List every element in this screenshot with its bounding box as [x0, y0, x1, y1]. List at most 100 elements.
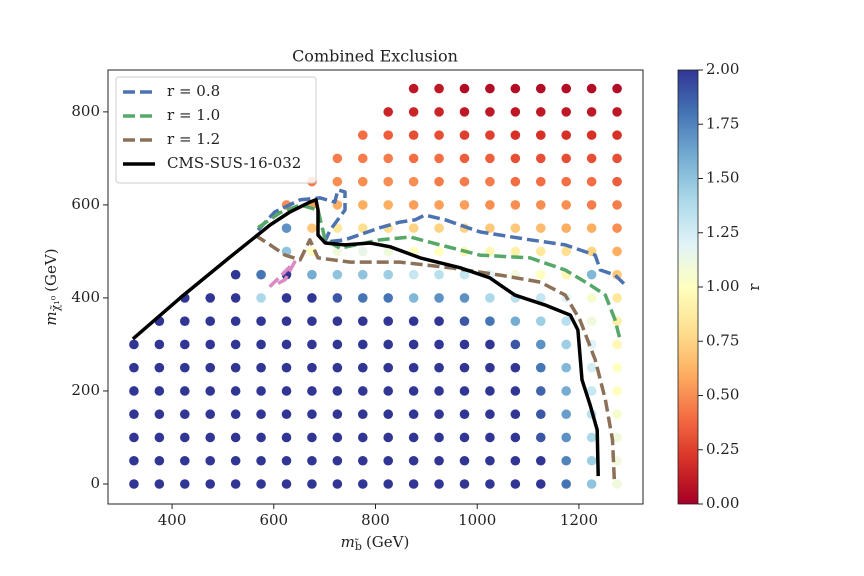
scatter-point	[434, 130, 444, 140]
y-tick-label: 800	[71, 102, 100, 120]
scatter-point	[586, 130, 597, 140]
contour-line	[268, 260, 297, 289]
scatter-point	[357, 339, 368, 350]
scatter-point	[434, 479, 444, 489]
scatter-point	[332, 339, 343, 350]
scatter-point	[459, 130, 470, 140]
scatter-point	[434, 455, 444, 466]
scatter-point	[586, 107, 597, 117]
scatter-point	[510, 246, 521, 257]
scatter-point	[485, 130, 495, 140]
scatter-point	[408, 200, 419, 210]
scatter-point	[485, 153, 495, 164]
scatter-point	[332, 479, 343, 489]
scatter-point	[561, 316, 572, 326]
scatter-point	[459, 269, 470, 280]
scatter-point	[408, 455, 419, 466]
scatter-point	[510, 107, 521, 117]
scatter-point	[179, 455, 190, 466]
scatter-point	[129, 409, 139, 420]
scatter-point	[586, 362, 597, 373]
legend-label: r = 1.2	[167, 130, 220, 148]
scatter-point	[510, 316, 521, 326]
scatter-point	[408, 479, 419, 489]
colorbar-tick-label: 0.50	[706, 386, 739, 404]
legend-label: r = 0.8	[167, 82, 220, 100]
scatter-point	[307, 339, 317, 350]
scatter-point	[357, 409, 368, 420]
scatter-point	[510, 339, 521, 350]
scatter-point	[434, 176, 444, 187]
x-tick-label: 1000	[458, 511, 496, 529]
scatter-point	[383, 362, 394, 373]
scatter-point	[434, 246, 444, 257]
scatter-point	[179, 479, 190, 489]
scatter-point	[510, 409, 521, 420]
scatter-point	[535, 479, 546, 489]
scatter-point	[510, 223, 521, 233]
scatter-point	[332, 269, 343, 280]
scatter-point	[383, 339, 394, 350]
scatter-point	[129, 432, 139, 443]
scatter-point	[612, 107, 622, 117]
contour-line	[257, 203, 622, 341]
scatter-point	[434, 339, 444, 350]
scatter-point	[586, 293, 597, 303]
scatter-point	[281, 293, 292, 303]
scatter-point	[408, 339, 419, 350]
scatter-point	[205, 316, 216, 326]
scatter-point	[586, 386, 597, 396]
scatter-point	[256, 362, 266, 373]
scatter-point	[256, 316, 266, 326]
legend-label: r = 1.0	[167, 106, 220, 124]
scatter-point	[612, 409, 622, 420]
scatter-point	[612, 200, 622, 210]
scatter-point	[281, 316, 292, 326]
scatter-point	[459, 455, 470, 466]
x-axis-label: mb̃ (GeV)	[341, 533, 410, 553]
scatter-point	[408, 153, 419, 164]
colorbar-label: r	[745, 283, 763, 291]
colorbar-tick-label: 1.00	[706, 277, 739, 295]
scatter-point	[307, 479, 317, 489]
scatter-point	[357, 200, 368, 210]
scatter-point	[510, 153, 521, 164]
scatter-point	[383, 409, 394, 420]
scatter-point	[485, 386, 495, 396]
scatter-point	[586, 200, 597, 210]
contour-line	[131, 198, 600, 477]
scatter-point	[510, 176, 521, 187]
colorbar-tick-label: 0.75	[706, 331, 739, 349]
scatter-point	[586, 316, 597, 326]
y-tick-label: 0	[90, 474, 100, 492]
scatter-point	[179, 386, 190, 396]
scatter-point	[434, 432, 444, 443]
scatter-point	[230, 269, 241, 280]
scatter-point	[485, 83, 495, 94]
scatter-point	[332, 362, 343, 373]
scatter-point	[408, 409, 419, 420]
scatter-point	[230, 316, 241, 326]
scatter-point	[307, 455, 317, 466]
scatter-point	[561, 176, 572, 187]
y-tick-label: 400	[71, 288, 100, 306]
scatter-point	[459, 386, 470, 396]
scatter-point	[612, 432, 622, 443]
scatter-point	[179, 362, 190, 373]
x-tick-label: 400	[158, 511, 187, 529]
scatter-point	[179, 316, 190, 326]
scatter-point	[332, 316, 343, 326]
scatter-point	[459, 432, 470, 443]
scatter-point	[612, 176, 622, 187]
scatter-point	[535, 130, 546, 140]
scatter-point	[459, 83, 470, 94]
scatter-point	[561, 200, 572, 210]
scatter-point	[129, 386, 139, 396]
scatter-point	[281, 386, 292, 396]
scatter-point	[281, 409, 292, 420]
scatter-point	[357, 316, 368, 326]
scatter-point	[612, 246, 622, 257]
scatter-point	[307, 409, 317, 420]
scatter-point	[612, 362, 622, 373]
